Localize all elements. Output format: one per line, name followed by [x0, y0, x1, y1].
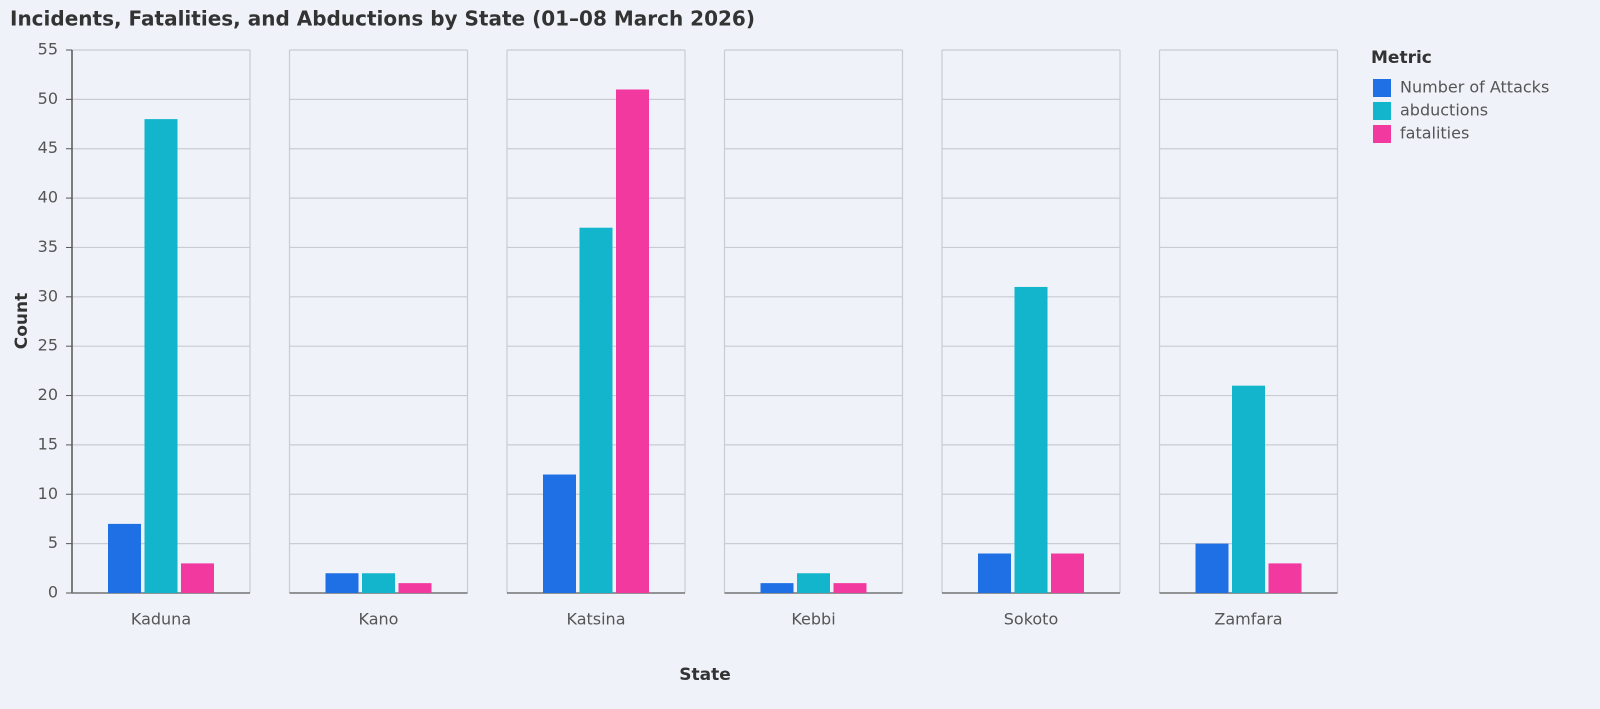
y-tick-label: 55: [38, 40, 58, 59]
bar: [1268, 563, 1302, 593]
legend-label: Number of Attacks: [1400, 78, 1549, 97]
legend-label: abductions: [1400, 101, 1488, 120]
chart-title: Incidents, Fatalities, and Abductions by…: [10, 7, 755, 31]
y-tick-label: 20: [38, 385, 58, 404]
y-tick-label: 50: [38, 89, 58, 108]
x-tick-label: Kebbi: [791, 610, 835, 629]
bar: [181, 563, 214, 593]
legend-label: fatalities: [1400, 124, 1469, 143]
x-tick-label: Kano: [359, 610, 399, 629]
bar: [362, 573, 395, 593]
bar: [1014, 286, 1048, 593]
legend-title: Metric: [1371, 48, 1432, 68]
y-tick-label: 25: [38, 336, 58, 355]
y-tick-label: 5: [48, 533, 58, 552]
bar: [833, 583, 867, 593]
y-axis-title: Count: [12, 293, 32, 350]
legend-swatch: [1373, 79, 1391, 97]
x-tick-label: Katsina: [566, 610, 625, 629]
bar: [978, 553, 1011, 593]
x-tick-label: Sokoto: [1004, 610, 1059, 629]
bar: [616, 89, 649, 593]
bar: [144, 119, 178, 593]
y-tick-label: 10: [38, 484, 58, 503]
x-axis-title: State: [679, 665, 731, 685]
y-tick-label: 15: [38, 434, 58, 453]
bar: [1051, 553, 1084, 593]
y-tick-label: 35: [38, 237, 58, 256]
legend-swatch: [1373, 125, 1391, 143]
x-tick-label: Zamfara: [1214, 610, 1282, 629]
y-tick-label: 0: [48, 583, 58, 602]
bar: [760, 583, 794, 593]
legend-swatch: [1373, 102, 1391, 120]
bar: [398, 583, 432, 593]
bar: [325, 573, 359, 593]
y-tick-label: 45: [38, 138, 58, 157]
bar: [1195, 543, 1229, 593]
bar: [543, 474, 576, 593]
bar: [579, 227, 613, 593]
bar: [797, 573, 830, 593]
bar: [108, 523, 141, 593]
y-tick-label: 40: [38, 188, 58, 207]
bar: [1232, 385, 1265, 593]
x-tick-label: Kaduna: [131, 610, 191, 629]
y-tick-label: 30: [38, 286, 58, 305]
